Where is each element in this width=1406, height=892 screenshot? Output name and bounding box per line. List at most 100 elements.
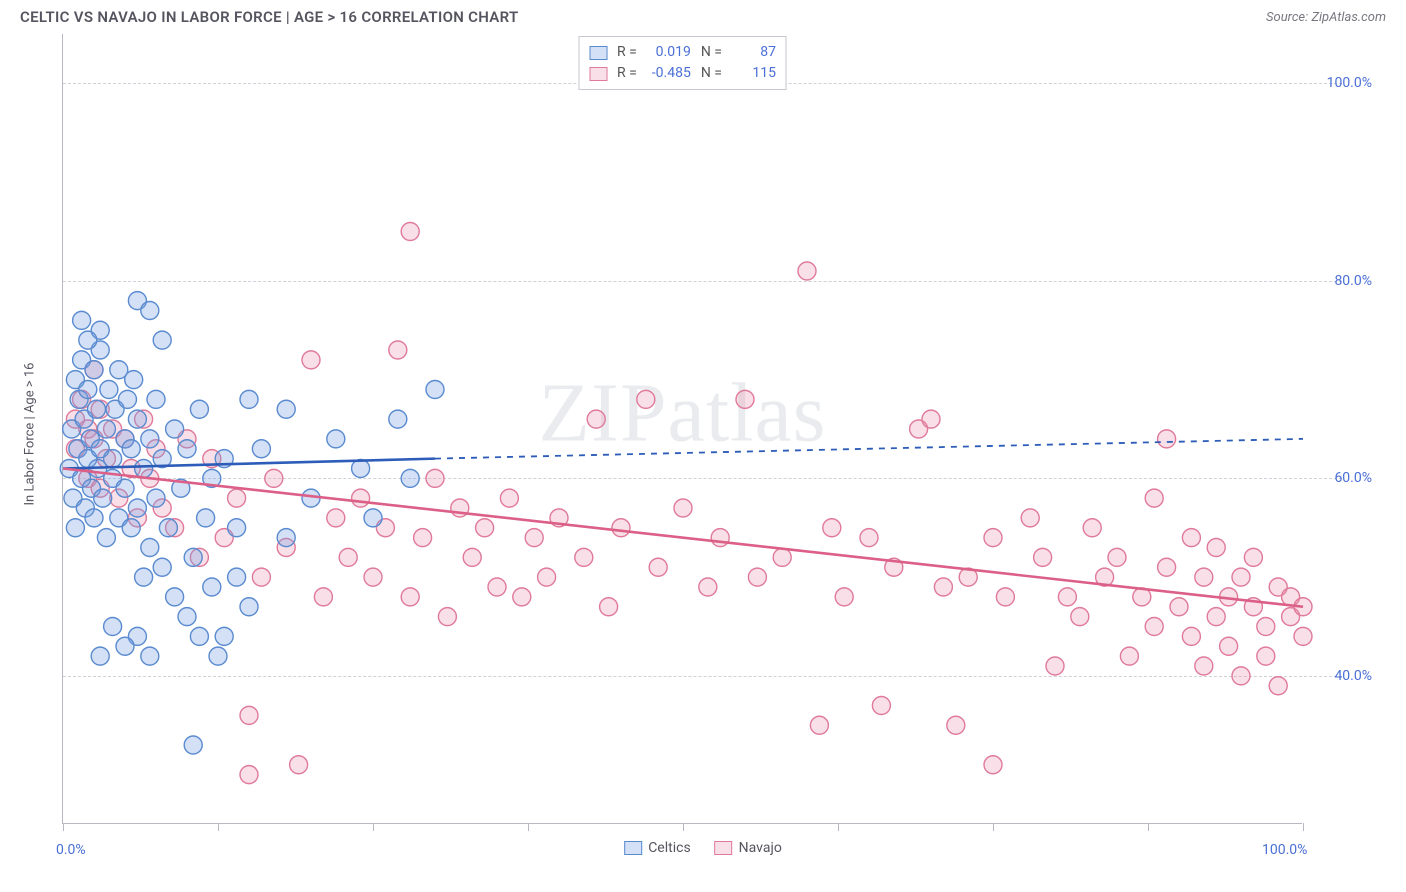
data-point xyxy=(73,311,91,329)
data-point xyxy=(153,331,171,349)
data-point xyxy=(748,568,766,586)
data-point xyxy=(314,588,332,606)
data-point xyxy=(649,558,667,576)
data-point xyxy=(525,529,543,547)
data-point xyxy=(1158,430,1176,448)
data-point xyxy=(488,578,506,596)
data-point xyxy=(277,400,295,418)
x-tick xyxy=(63,823,64,831)
data-point xyxy=(190,400,208,418)
data-point xyxy=(711,529,729,547)
data-point xyxy=(1083,519,1101,537)
data-point xyxy=(85,361,103,379)
legend-row-celtics: R = 0.019 N = 87 xyxy=(589,42,776,63)
data-point xyxy=(240,390,258,408)
r-label-celtics: R = xyxy=(617,42,637,63)
data-point xyxy=(118,390,136,408)
data-point xyxy=(934,578,952,596)
data-point xyxy=(203,578,221,596)
data-point xyxy=(389,341,407,359)
data-point xyxy=(197,509,215,527)
data-point xyxy=(100,381,118,399)
data-point xyxy=(1232,667,1250,685)
data-point xyxy=(364,509,382,527)
data-point xyxy=(798,262,816,280)
data-point xyxy=(860,529,878,547)
data-point xyxy=(1145,618,1163,636)
source-prefix: Source: xyxy=(1266,10,1311,25)
data-point xyxy=(872,697,890,715)
data-point xyxy=(1257,618,1275,636)
data-point xyxy=(1182,627,1200,645)
data-point xyxy=(1145,489,1163,507)
data-point xyxy=(85,509,103,527)
data-point xyxy=(352,460,370,478)
data-point xyxy=(438,608,456,626)
legend-label-celtics: Celtics xyxy=(648,840,690,856)
data-point xyxy=(1034,548,1052,566)
x-tick xyxy=(993,823,994,831)
y-tick-label: 60.0% xyxy=(1334,470,1372,486)
data-point xyxy=(1021,509,1039,527)
correlation-legend: R = 0.019 N = 87 R = -0.485 N = 115 xyxy=(578,36,787,90)
data-point xyxy=(290,756,308,774)
data-point xyxy=(277,529,295,547)
n-label-navajo: N = xyxy=(701,63,722,84)
data-point xyxy=(147,489,165,507)
data-point xyxy=(1257,647,1275,665)
data-point xyxy=(1232,568,1250,586)
data-point xyxy=(97,529,115,547)
data-point xyxy=(209,647,227,665)
data-point xyxy=(104,618,122,636)
data-point xyxy=(674,499,692,517)
r-value-celtics: 0.019 xyxy=(643,42,691,63)
data-point xyxy=(426,469,444,487)
data-point xyxy=(327,509,345,527)
data-point xyxy=(699,578,717,596)
data-point xyxy=(1220,637,1238,655)
data-point xyxy=(339,548,357,566)
data-point xyxy=(141,302,159,320)
y-tick-label: 100.0% xyxy=(1327,75,1372,91)
data-point xyxy=(1207,608,1225,626)
data-point xyxy=(401,588,419,606)
data-point xyxy=(1294,627,1312,645)
series-legend: Celtics Navajo xyxy=(624,840,782,856)
data-point xyxy=(116,637,134,655)
data-point xyxy=(166,588,184,606)
data-point xyxy=(1108,548,1126,566)
data-point xyxy=(823,519,841,537)
legend-item-celtics: Celtics xyxy=(624,840,690,856)
data-point xyxy=(513,588,531,606)
data-point xyxy=(184,548,202,566)
x-tick xyxy=(528,823,529,831)
plot-box: ZIPatlas R = 0.019 N = 87 R = -0.485 N =… xyxy=(62,34,1302,824)
data-point xyxy=(240,706,258,724)
data-point xyxy=(426,381,444,399)
data-point xyxy=(1195,568,1213,586)
x-tick xyxy=(218,823,219,831)
x-tick xyxy=(1303,823,1304,831)
data-point xyxy=(240,598,258,616)
n-value-navajo: 115 xyxy=(728,63,776,84)
data-point xyxy=(228,489,246,507)
data-point xyxy=(810,716,828,734)
x-tick xyxy=(683,823,684,831)
data-point xyxy=(87,400,105,418)
data-point xyxy=(476,519,494,537)
n-value-celtics: 87 xyxy=(728,42,776,63)
data-point xyxy=(1120,647,1138,665)
data-point xyxy=(1207,539,1225,557)
data-point xyxy=(1269,677,1287,695)
data-point xyxy=(116,479,134,497)
data-point xyxy=(1244,548,1262,566)
data-point xyxy=(327,430,345,448)
scatter-svg xyxy=(63,34,1303,824)
data-point xyxy=(159,519,177,537)
data-point xyxy=(128,499,146,517)
trend-line-extrapolated xyxy=(435,439,1303,459)
data-point xyxy=(252,568,270,586)
chart-header: CELTIC VS NAVAJO IN LABOR FORCE | AGE > … xyxy=(0,0,1406,30)
data-point xyxy=(414,529,432,547)
data-point xyxy=(600,598,618,616)
